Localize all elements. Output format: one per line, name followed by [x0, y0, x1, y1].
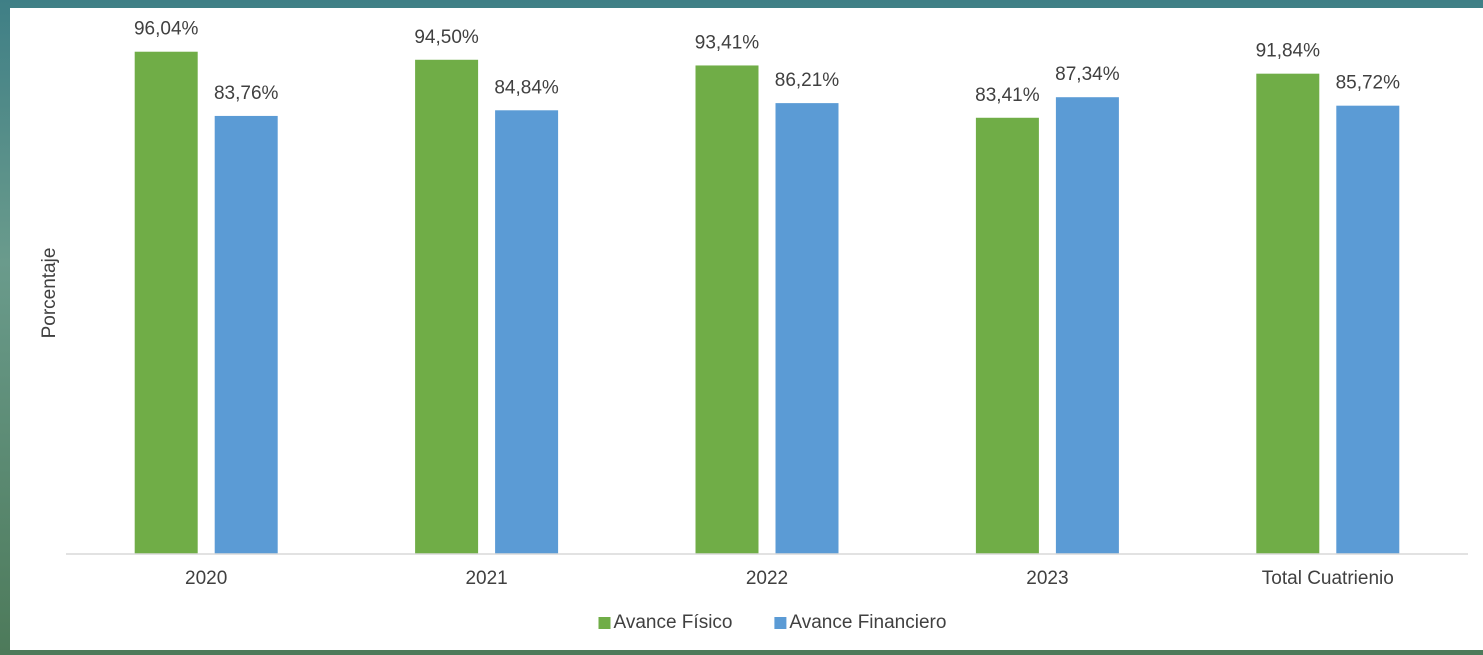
value-label: 83,41%: [975, 85, 1040, 106]
bar: [695, 65, 759, 554]
bar: [1256, 73, 1320, 554]
bar: [415, 59, 479, 554]
value-label: 96,04%: [134, 19, 199, 40]
value-label: 93,41%: [695, 32, 760, 53]
x-tick-label: 2022: [746, 568, 788, 589]
value-label: 83,76%: [214, 83, 279, 104]
value-label: 91,84%: [1256, 41, 1321, 62]
value-label: 84,84%: [494, 77, 559, 98]
value-label: 86,21%: [775, 70, 840, 91]
value-label: 87,34%: [1055, 64, 1120, 85]
legend-label: Avance Físico: [614, 612, 733, 633]
x-tick-label: Total Cuatrienio: [1262, 568, 1394, 589]
bar: [1336, 105, 1400, 555]
x-tick-label: 2021: [465, 568, 507, 589]
x-tick-label: 2023: [1026, 568, 1068, 589]
bar: [1055, 97, 1119, 555]
legend-swatch: [598, 617, 611, 629]
bar: [214, 115, 278, 554]
bar: [495, 110, 559, 554]
bar: [134, 51, 198, 554]
y-axis-label: Porcentaje: [39, 248, 60, 339]
x-tick-label: 2020: [185, 568, 227, 589]
value-label: 94,50%: [414, 27, 479, 48]
legend-swatch: [774, 617, 787, 629]
value-label: 85,72%: [1336, 73, 1401, 94]
bar: [975, 117, 1039, 555]
legend-label: Avance Financiero: [789, 612, 946, 633]
bar: [775, 103, 839, 554]
